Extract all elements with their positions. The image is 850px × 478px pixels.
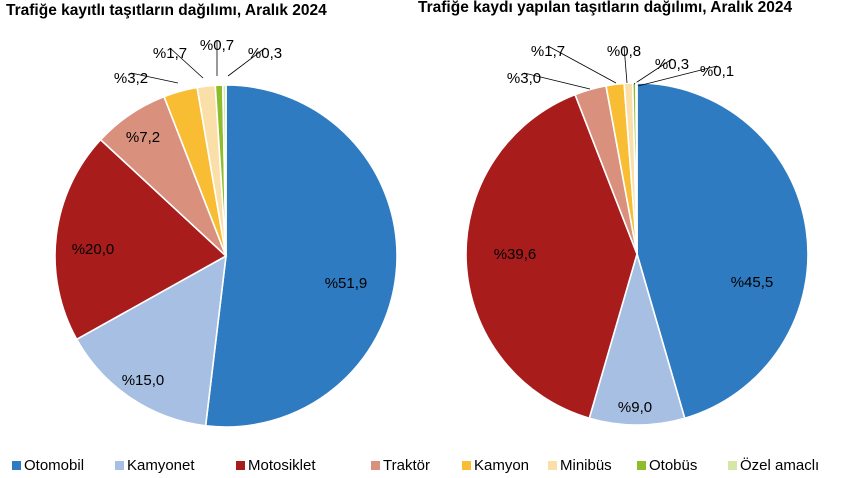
- pie-left-data-label-motosiklet: %20,0: [72, 241, 115, 258]
- pie-right-data-label-motosiklet: %39,6: [494, 246, 537, 263]
- pie-right-leader-otobus: [633, 58, 673, 85]
- pie-left-data-label-otomobil: %51,9: [325, 275, 368, 292]
- legend-swatch-motosiklet: [236, 461, 245, 470]
- pie-left-slice-motosiklet: [54, 138, 228, 341]
- pie-right-data-label-otomobil: %45,5: [731, 274, 774, 291]
- pie-right-slice-kamyonet: [588, 251, 686, 426]
- pie-left-slice-otomobil: [204, 84, 398, 428]
- legend-item-minibus: Minibüs: [548, 457, 612, 474]
- legend-item-otomobil: Otomobil: [12, 457, 84, 474]
- pie-right-slice-otomobil: [636, 82, 809, 420]
- legend-label-minibus: Minibüs: [560, 457, 612, 474]
- legend-item-kamyon: Kamyon: [462, 457, 529, 474]
- pie-right-data-label-traktor: %3,0: [507, 70, 541, 87]
- chart-title-right: Trafiğe kaydı yapılan taşıtların dağılım…: [418, 0, 793, 16]
- legend-swatch-traktor: [371, 461, 380, 470]
- pie-right-slice-ozel-amacli: [635, 82, 638, 255]
- legend-label-otobus: Otobüs: [649, 457, 697, 474]
- pie-left-data-label-minibus: %1,7: [153, 45, 187, 62]
- legend-swatch-kamyonet: [115, 461, 124, 470]
- pie-left-data-label-ozel-amacli: %0,3: [248, 45, 282, 62]
- legend-label-ozel-amacli: Özel amaclı: [740, 456, 819, 474]
- pie-left-data-label-kamyonet: %15,0: [122, 372, 165, 389]
- legend-swatch-minibus: [548, 461, 557, 470]
- pie-right-leader-ozel-amacli: [637, 65, 718, 87]
- pie-left-slice-ozel-amacli: [221, 84, 227, 257]
- pie-right-leader-traktor: [523, 72, 591, 90]
- pie-left-slice-kamyonet: [75, 254, 227, 427]
- legend-label-motosiklet: Motosiklet: [248, 457, 316, 474]
- pie-left-data-label-traktor: %7,2: [126, 129, 160, 146]
- pie-chart-left: %51,9 %15,0 %20,0 %7,2 %3,2 %1,7 %0,7 %0,3: [54, 37, 398, 428]
- legend-label-traktor: Traktör: [383, 457, 430, 474]
- legend-swatch-ozel-amacli: [728, 461, 737, 470]
- pie-right-data-label-kamyon: %1,7: [531, 43, 565, 60]
- legend-label-otomobil: Otomobil: [24, 457, 84, 474]
- pie-right-data-label-ozel-amacli: %0,1: [700, 63, 734, 80]
- legend-label-kamyonet: Kamyonet: [127, 457, 195, 474]
- legend-item-otobus: Otobüs: [637, 457, 697, 474]
- chart-title-left: Trafiğe kayıtlı taşıtların dağılımı, Ara…: [6, 2, 327, 19]
- pie-left-leader-kamyon: [130, 72, 179, 84]
- pie-right-leader-kamyon: [547, 45, 617, 84]
- legend-item-motosiklet: Motosiklet: [236, 457, 316, 474]
- legend-swatch-otomobil: [12, 461, 21, 470]
- legend-item-traktor: Traktör: [371, 457, 430, 474]
- pie-right-data-label-minibus: %0,8: [607, 43, 641, 60]
- pie-chart-right: %45,5 %9,0 %39,6 %3,0 %1,7 %0,8 %0,3 %0,1: [465, 43, 809, 426]
- legend-swatch-kamyon: [462, 461, 471, 470]
- legend-item-ozel-amacli: Özel amaclı: [728, 456, 819, 474]
- pie-right-leader-minibus: [623, 45, 628, 84]
- pie-left-data-label-otobus: %0,7: [200, 37, 234, 54]
- legend-item-kamyonet: Kamyonet: [115, 457, 195, 474]
- pie-left-leader-ozel-amacli: [227, 47, 266, 77]
- pie-right-data-label-kamyonet: %9,0: [618, 399, 652, 416]
- pie-right-slice-motosiklet: [465, 93, 638, 420]
- pie-right-data-label-otobus: %0,3: [655, 56, 689, 73]
- legend-swatch-otobus: [637, 461, 646, 470]
- pie-left-data-label-kamyon: %3,2: [114, 70, 148, 87]
- legend: Otomobil Kamyonet Motosiklet Traktör Kamyon M…: [12, 456, 819, 474]
- pie-left-leader-minibus: [169, 47, 204, 79]
- legend-label-kamyon: Kamyon: [474, 457, 529, 474]
